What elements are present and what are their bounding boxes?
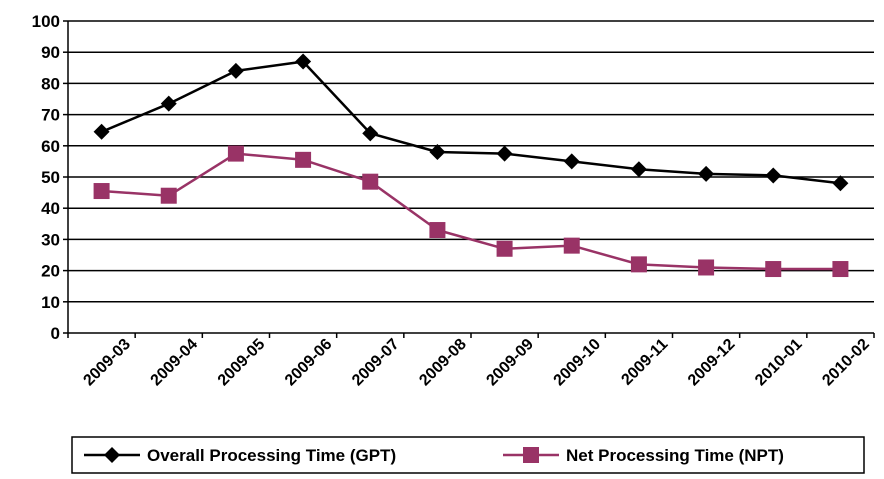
x-tick-label: 2009-06 — [282, 336, 336, 390]
data-point-npt — [429, 222, 446, 239]
y-tick-label: 60 — [41, 137, 60, 156]
data-point-gpt — [295, 53, 312, 70]
x-tick-label: 2009-09 — [483, 336, 537, 390]
y-tick-label: 80 — [41, 74, 60, 93]
legend-label-gpt: Overall Processing Time (GPT) — [147, 446, 396, 465]
y-tick-label: 50 — [41, 168, 60, 187]
data-point-npt — [93, 183, 110, 200]
x-tick-label: 2009-12 — [685, 336, 739, 390]
data-point-gpt — [496, 145, 513, 162]
data-point-npt — [496, 240, 513, 257]
y-tick-label: 40 — [41, 199, 60, 218]
y-axis-tick-labels: 0 10 20 30 40 50 60 70 80 90 100 — [32, 12, 68, 343]
legend-label-npt: Net Processing Time (NPT) — [566, 446, 784, 465]
legend: Overall Processing Time (GPT) Net Proces… — [71, 436, 865, 474]
x-tick-label: 2009-11 — [618, 336, 671, 389]
legend-diamond-marker — [104, 447, 120, 463]
y-tick-label: 100 — [32, 12, 60, 31]
x-tick-label: 2009-03 — [80, 336, 134, 390]
data-point-npt — [832, 261, 849, 278]
x-axis-tick-labels: 2009-03 2009-04 2009-05 2009-06 2009-07 2009-… — [67, 333, 875, 390]
x-tick-label: 2010-01 — [752, 336, 806, 390]
data-point-npt — [630, 256, 647, 273]
data-point-gpt — [429, 144, 446, 161]
y-tick-label: 20 — [41, 262, 60, 281]
data-point-gpt — [93, 123, 110, 140]
data-point-npt — [227, 145, 244, 162]
x-tick-label: 2009-08 — [416, 336, 470, 390]
y-tick-label: 90 — [41, 43, 60, 62]
data-point-gpt — [765, 167, 782, 184]
y-tick-label: 30 — [41, 230, 60, 249]
data-point-gpt — [698, 165, 715, 182]
data-point-npt — [765, 261, 782, 278]
series-lines — [93, 53, 849, 278]
legend-square-marker — [523, 447, 539, 463]
y-tick-label: 10 — [41, 293, 60, 312]
y-tick-label: 70 — [41, 106, 60, 125]
x-tick-label: 2009-07 — [349, 336, 403, 390]
data-point-npt — [698, 259, 715, 276]
x-tick-label: 2009-10 — [551, 336, 605, 390]
x-tick-label: 2009-04 — [148, 336, 202, 390]
data-point-gpt — [362, 125, 379, 142]
x-tick-label: 2010-02 — [819, 336, 873, 390]
data-point-gpt — [160, 95, 177, 112]
y-tick-label: 0 — [51, 324, 60, 343]
x-tick-label: 2009-05 — [215, 336, 269, 390]
gridlines — [68, 20, 874, 303]
data-point-gpt — [630, 161, 647, 178]
series-line-npt — [101, 152, 841, 271]
data-point-npt — [563, 237, 580, 254]
data-point-gpt — [227, 62, 244, 79]
data-point-npt — [362, 173, 379, 190]
data-point-gpt — [832, 175, 849, 192]
series-line-gpt — [101, 60, 841, 185]
data-point-npt — [160, 187, 177, 204]
data-point-npt — [295, 151, 312, 168]
data-point-gpt — [563, 153, 580, 170]
